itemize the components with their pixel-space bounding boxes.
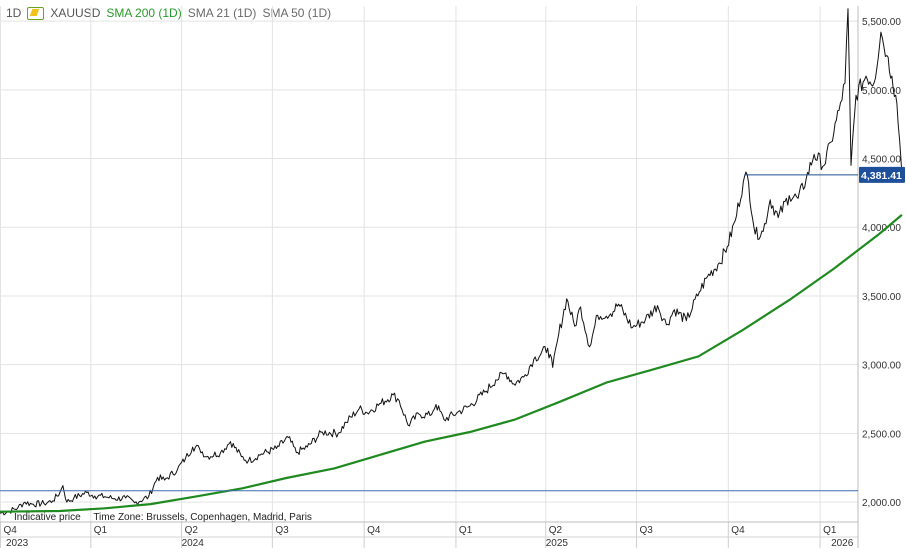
price-line xyxy=(0,8,903,516)
sma200-legend[interactable]: SMA 200 (1D) xyxy=(106,6,182,20)
y-tick-label: 2,000.00 xyxy=(862,498,901,509)
series-layer xyxy=(0,8,903,516)
y-tick-label: 3,000.00 xyxy=(862,361,901,372)
chart-footnote: Indicative price Time Zone: Brussels, Co… xyxy=(14,512,322,523)
x-year-label: 2024 xyxy=(182,538,205,549)
x-quarter-label: Q1 xyxy=(823,525,837,536)
instrument-icon xyxy=(27,6,45,20)
x-year-label: 2023 xyxy=(6,538,29,549)
x-quarter-label: Q2 xyxy=(185,525,199,536)
x-quarter-label: Q2 xyxy=(549,525,563,536)
x-quarter-label: Q4 xyxy=(4,525,18,536)
x-quarter-label: Q1 xyxy=(94,525,108,536)
x-quarter-label: Q3 xyxy=(275,525,289,536)
last-price-badge xyxy=(859,166,905,183)
x-quarter-label: Q4 xyxy=(731,525,745,536)
y-tick-label: 2,500.00 xyxy=(862,429,901,440)
sma21-legend[interactable]: SMA 21 (1D) xyxy=(187,6,257,20)
x-year-label: 2026 xyxy=(831,538,854,549)
indicative-note: Indicative price xyxy=(14,512,81,523)
x-quarter-label: Q3 xyxy=(640,525,654,536)
y-tick-label: 5,000.00 xyxy=(862,86,901,97)
chart-header: 1D XAUUSD SMA 200 (1D) SMA 21 (1D) SMA 5… xyxy=(6,6,331,20)
x-year-label: 2025 xyxy=(546,538,569,549)
symbol-label[interactable]: XAUUSD xyxy=(50,6,101,20)
grid xyxy=(0,6,858,522)
last-price-label: 4,381.41 xyxy=(861,170,902,182)
y-tick-label: 4,000.00 xyxy=(862,223,901,234)
y-tick-label: 5,500.00 xyxy=(862,17,901,28)
timezone-note: Time Zone: Brussels, Copenhagen, Madrid,… xyxy=(93,512,312,523)
overlay-layer: 4,381.41 xyxy=(0,166,905,492)
y-axis-labels: 2,000.00 2,500.00 3,000.00 3,500.00 4,000.00… xyxy=(862,17,901,509)
sma50-legend[interactable]: SMA 50 (1D) xyxy=(262,6,332,20)
sma200-line xyxy=(0,214,903,513)
interval-label[interactable]: 1D xyxy=(6,6,22,20)
x-quarter-label: Q4 xyxy=(367,525,381,536)
x-axis: Q4 Q1 Q2 Q3 Q4 Q1 Q2 Q3 Q4 Q1 2023 2024 2025 2026 xyxy=(0,6,859,549)
x-quarter-label: Q1 xyxy=(459,525,473,536)
y-tick-label: 4,500.00 xyxy=(862,155,901,166)
y-tick-label: 3,500.00 xyxy=(862,292,901,303)
